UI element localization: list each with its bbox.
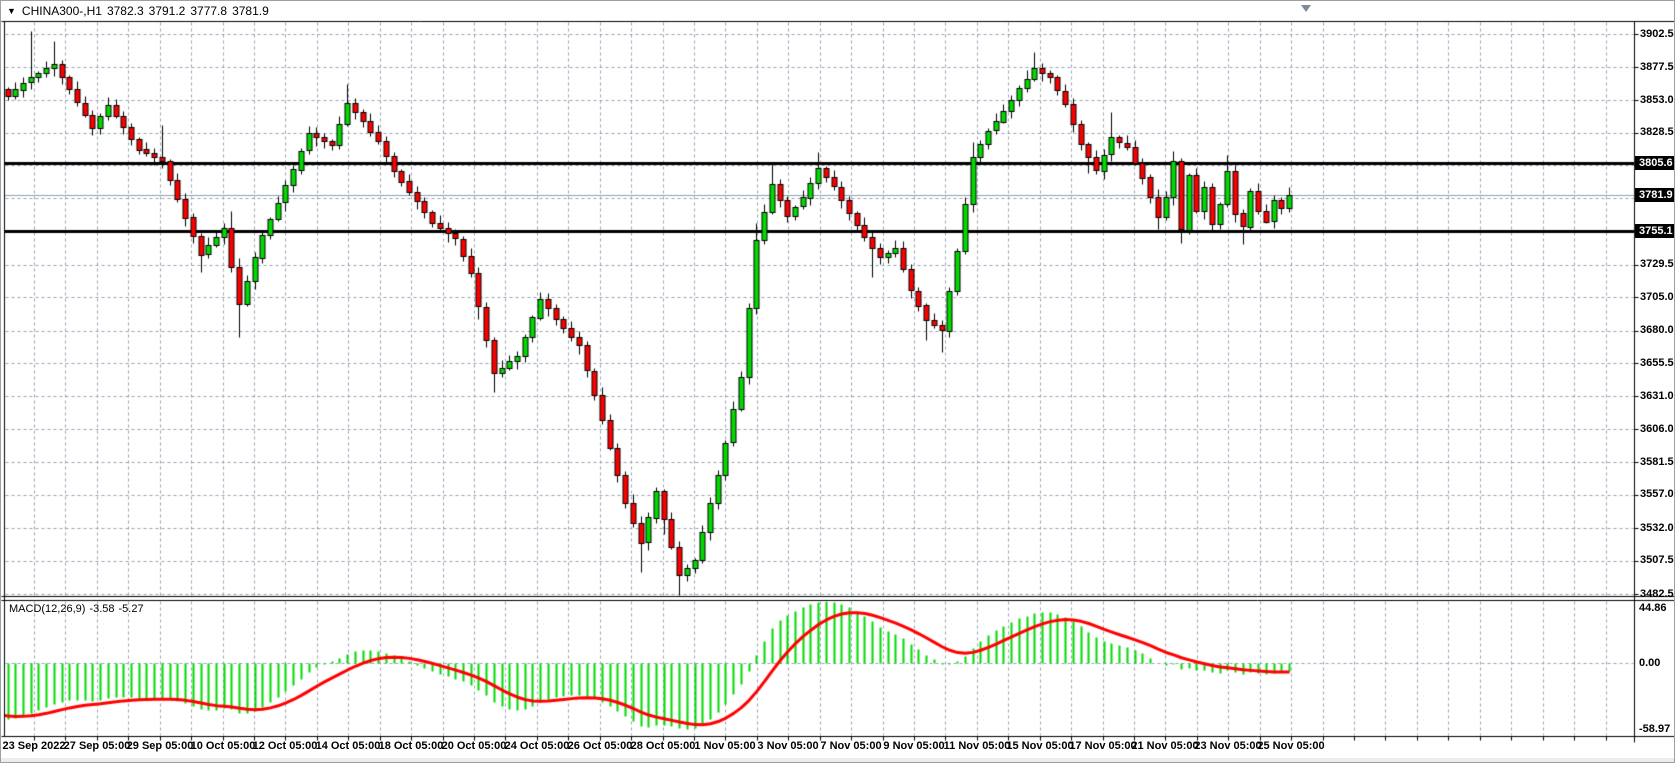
price-axis-label: 3606.0	[1640, 423, 1674, 435]
time-axis-label: 25 Nov 05:00	[1257, 740, 1325, 752]
macd-axis-label: -58.97	[1639, 723, 1671, 735]
time-axis-label: 3 Nov 05:00	[757, 740, 819, 752]
time-axis-label: 17 Nov 05:00	[1069, 740, 1137, 752]
macd-signal-value: -5.27	[118, 603, 144, 615]
price-badge-horizontal-line: 3755.1	[1635, 224, 1674, 238]
time-axis-label: 18 Oct 05:00	[378, 740, 444, 752]
time-axis-label: 27 Sep 05:00	[63, 740, 131, 752]
time-axis-label: 12 Oct 05:00	[252, 740, 318, 752]
price-axis-label: 3902.5	[1640, 28, 1674, 40]
time-axis-label: 11 Nov 05:00	[943, 740, 1011, 752]
time-axis-label: 10 Oct 05:00	[190, 740, 256, 752]
price-axis-label: 3828.5	[1640, 126, 1674, 138]
time-axis-label: 23 Nov 05:00	[1194, 740, 1262, 752]
macd-indicator-label: MACD(12,26,9) -3.58 -5.27	[9, 603, 148, 616]
time-axis-label: 14 Oct 05:00	[315, 740, 381, 752]
time-axis-label: 15 Nov 05:00	[1006, 740, 1074, 752]
time-axis-label: 26 Oct 05:00	[567, 740, 633, 752]
ohlc-low: 3777.8	[190, 4, 228, 18]
time-axis-label: 29 Sep 05:00	[126, 740, 194, 752]
price-axis-label: 3705.0	[1640, 291, 1674, 303]
chevron-down-icon[interactable]: ▼	[7, 6, 16, 16]
ohlc-open: 3782.3	[106, 4, 144, 18]
macd-axis-label: 44.86	[1639, 602, 1667, 614]
time-axis-label: 21 Nov 05:00	[1131, 740, 1199, 752]
price-axis-label: 3680.0	[1640, 324, 1674, 336]
price-axis-label: 3655.5	[1640, 357, 1674, 369]
macd-main-value: -3.58	[89, 603, 115, 615]
pane-splitter-bottom[interactable]	[1, 733, 1674, 740]
chart-shift-marker-icon[interactable]	[1301, 5, 1311, 12]
window-bottom-edge	[1, 758, 1674, 762]
time-axis-label: 24 Oct 05:00	[504, 740, 570, 752]
price-axis-label: 3853.0	[1640, 94, 1674, 106]
price-axis[interactable]: 3902.5 3877.5 3853.0 3828.5 3729.5 3705.0 3680…	[1634, 1, 1674, 736]
price-axis-label: 3581.5	[1640, 456, 1674, 468]
time-axis-label: 28 Oct 05:00	[630, 740, 696, 752]
time-axis-label: 7 Nov 05:00	[820, 740, 882, 752]
price-badge-horizontal-line: 3805.6	[1635, 156, 1674, 170]
price-axis-label: 3507.5	[1640, 554, 1674, 566]
price-axis-label: 3557.0	[1640, 488, 1674, 500]
symbol-period-label: CHINA300-,H1	[21, 4, 102, 18]
price-axis-label: 3729.5	[1640, 258, 1674, 270]
time-axis[interactable]: 23 Sep 2022 27 Sep 05:00 29 Sep 05:00 10 Oc…	[1, 736, 1674, 758]
price-axis-label: 3482.5	[1640, 588, 1674, 600]
macd-name: MACD(12,26,9)	[9, 603, 86, 615]
price-axis-label: 3877.5	[1640, 61, 1674, 73]
macd-axis-label: 0.00	[1639, 657, 1661, 669]
ohlc-close: 3781.9	[232, 4, 269, 18]
ohlc-high: 3791.2	[148, 4, 186, 18]
time-axis-label: 1 Nov 05:00	[694, 740, 756, 752]
time-axis-label: 9 Nov 05:00	[883, 740, 945, 752]
chart-header: ▼ CHINA300-,H1 3782.3 3791.2 3777.8 3781.9	[7, 3, 269, 19]
pane-splitter[interactable]	[1, 594, 1674, 601]
price-axis-label: 3532.0	[1640, 522, 1674, 534]
time-axis-label: 20 Oct 05:00	[441, 740, 507, 752]
price-badge-current-price: 3781.9	[1635, 188, 1674, 202]
price-axis-label: 3631.0	[1640, 390, 1674, 402]
time-axis-label: 23 Sep 2022	[2, 740, 66, 752]
